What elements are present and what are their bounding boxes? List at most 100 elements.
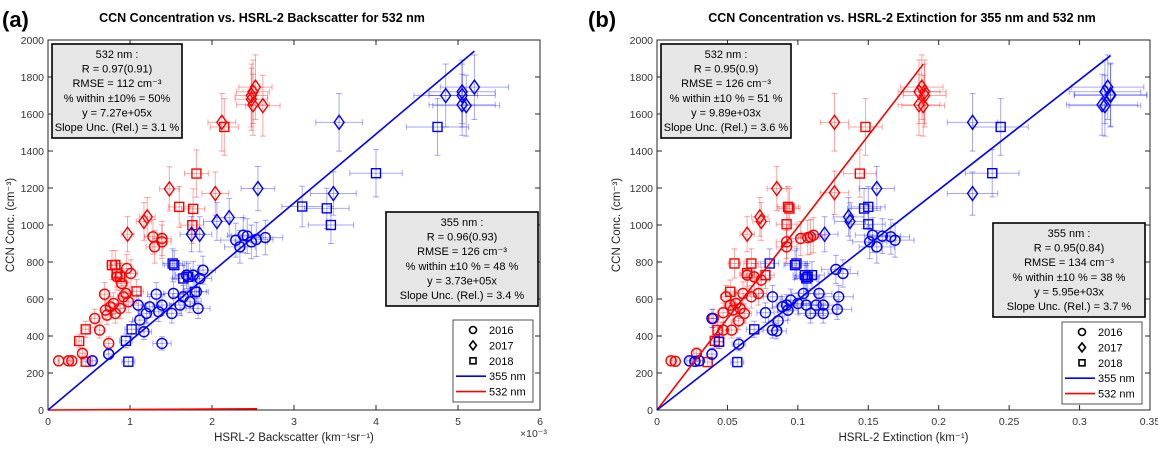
data-point-2017	[966, 114, 979, 131]
error-bar	[82, 320, 90, 338]
data-point-2016	[192, 302, 204, 315]
data-point-2018	[123, 356, 134, 367]
stats-line: y = 3.73e+05x	[427, 275, 497, 287]
data-point-2017	[333, 114, 345, 131]
legend-circle-icon	[1077, 327, 1087, 337]
error-bar	[110, 259, 123, 288]
error-bar	[819, 93, 850, 152]
data-point-2017	[741, 226, 754, 243]
stats-line: Slope Unc. (Rel.) = 3.7 %	[1007, 301, 1132, 313]
data-point-2018	[789, 259, 801, 271]
data-point-2017	[913, 96, 925, 113]
x-tick-label: 0.35	[1140, 416, 1158, 428]
y-tick-label: 2000	[630, 35, 654, 47]
data-point-2017	[456, 96, 468, 113]
data-point-2017	[753, 208, 766, 226]
legend-frame	[452, 319, 534, 403]
data-point-2018	[860, 121, 871, 133]
y-tick-label: 800	[26, 257, 44, 269]
y-tick-label: 600	[635, 294, 653, 306]
data-point-2016	[117, 291, 130, 303]
x-axis-label: HSRL-2 Extinction (km⁻¹)	[838, 432, 968, 444]
error-bar	[1065, 73, 1139, 136]
data-point-2018	[863, 201, 874, 213]
stats-box-frame	[385, 211, 539, 307]
data-point-2017	[460, 97, 473, 114]
data-point-2017	[256, 97, 269, 114]
y-tick-label: 1200	[630, 183, 654, 195]
error-bar	[214, 197, 245, 238]
data-point-2018	[297, 201, 308, 212]
error-bar	[902, 63, 947, 128]
data-point-2017	[1101, 78, 1114, 96]
error-bar	[152, 294, 172, 317]
error-bar	[1068, 74, 1142, 137]
error-bar	[793, 264, 819, 293]
data-point-2016	[98, 288, 111, 300]
error-bar	[152, 220, 172, 257]
data-point-2018	[863, 219, 874, 230]
legend-square-icon	[469, 356, 477, 365]
data-point-2016	[759, 306, 772, 319]
data-point-2016	[766, 291, 779, 303]
data-point-2017	[1104, 86, 1117, 103]
data-point-2018	[432, 121, 443, 133]
legend-label: 2016	[489, 325, 513, 337]
x-tick-label: 0.15	[858, 416, 879, 428]
stats-box-532: 532 nm : R = 0.95(0.9) RMSE = 126 cm⁻³ % wi…	[660, 43, 792, 139]
x-tick-label: 0.05	[717, 416, 738, 428]
error-bar	[152, 224, 172, 260]
error-bar	[176, 262, 200, 291]
y-tick-label: 800	[635, 257, 653, 269]
legend: 2016 2017 2018 355 nm 532 nm	[1061, 321, 1143, 405]
error-bar	[315, 93, 363, 152]
data-point-2018	[784, 203, 795, 214]
data-point-2017	[209, 185, 222, 202]
data-point-2017	[141, 208, 154, 226]
error-bar	[762, 284, 783, 309]
data-point-2016	[167, 287, 180, 300]
data-point-2018	[741, 267, 753, 279]
error-bar	[805, 281, 833, 306]
data-point-2016	[156, 337, 168, 350]
fit-line-355-nm	[656, 54, 1112, 411]
stats-line: R = 0.95(0.9)	[694, 64, 759, 76]
y-tick-label: 1000	[21, 220, 45, 232]
x-tick-label: 0.25	[999, 416, 1020, 428]
panel-b: (b) CCN Concentration vs. HSRL-2 Extincti…	[588, 7, 1158, 444]
y-tick-label: 600	[26, 294, 44, 306]
error-bar	[428, 59, 496, 125]
error-bar	[207, 93, 237, 152]
stats-line: % within ±10 % = 48 %	[406, 261, 519, 273]
panel-label: (b)	[588, 7, 616, 32]
legend-label: 532 nm	[1098, 389, 1135, 401]
error-bar	[775, 205, 798, 244]
x-tick-label: 2	[209, 416, 215, 428]
error-bar	[185, 297, 211, 320]
data-point-2016	[125, 267, 137, 280]
data-point-2018	[732, 356, 743, 368]
y-tick-label: 400	[26, 331, 44, 343]
data-point-2016	[234, 241, 246, 253]
stats-line: 355 nm :	[441, 217, 484, 229]
data-point-2017	[918, 83, 931, 101]
error-bar	[809, 303, 838, 324]
x-tick-label: 0.3	[1072, 416, 1087, 428]
y-tick-label: 1400	[21, 146, 45, 158]
stats-line: RMSE = 112 cm⁻³	[72, 78, 161, 90]
y-tick-label: 1600	[630, 109, 654, 121]
data-point-2016	[780, 236, 793, 248]
data-point-2016	[810, 299, 822, 311]
x-tick-label: 6	[537, 416, 543, 428]
stats-line: y = 9.89e+03x	[691, 107, 761, 119]
data-point-2016	[889, 234, 901, 246]
x-axis-multiplier: ×10⁻³	[520, 428, 547, 440]
y-tick-label: 200	[635, 368, 653, 380]
error-bar	[1073, 63, 1148, 128]
stats-line: R = 0.95(0.84)	[1034, 243, 1105, 255]
data-point-2018	[799, 269, 811, 281]
error-bar	[848, 98, 883, 156]
data-point-2018	[806, 269, 818, 281]
series-532-nm	[52, 54, 281, 368]
